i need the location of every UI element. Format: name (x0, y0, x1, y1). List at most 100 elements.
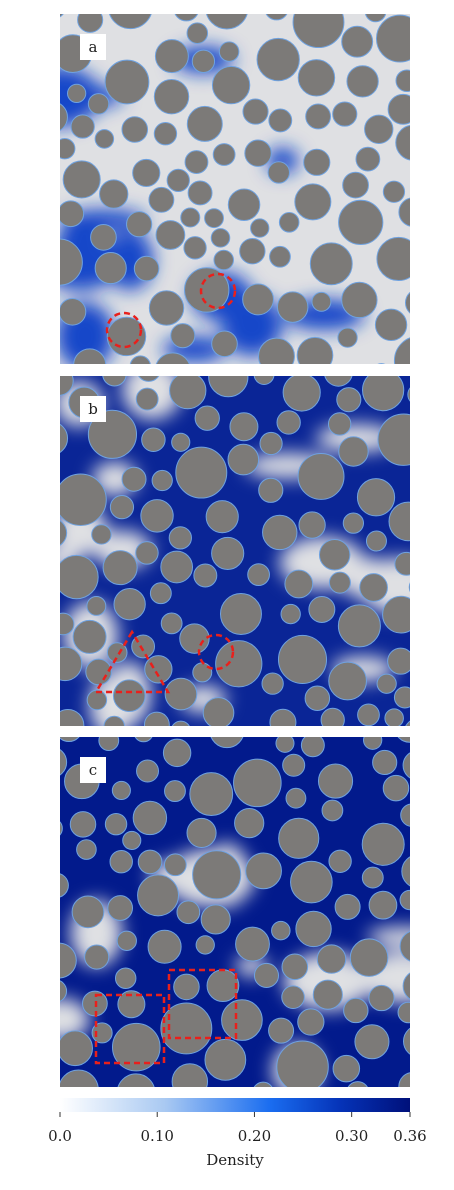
particle (60, 520, 68, 546)
particle (164, 780, 186, 803)
particle (304, 685, 331, 711)
particle (317, 763, 354, 799)
particle (324, 376, 353, 387)
particle (94, 129, 115, 149)
particle (121, 116, 149, 143)
particle (60, 737, 80, 743)
particle (328, 571, 351, 594)
particle (189, 772, 234, 816)
particle (132, 800, 168, 836)
particle (192, 662, 213, 683)
particle (276, 291, 309, 323)
particle (300, 737, 325, 758)
annotation-square (167, 968, 238, 1040)
particle (67, 83, 87, 104)
particle (408, 582, 410, 593)
particle (400, 803, 410, 827)
particle (308, 595, 336, 623)
particle (268, 1017, 295, 1044)
particle (102, 550, 138, 586)
particle (356, 478, 396, 517)
particle (140, 499, 174, 533)
particle (234, 807, 265, 839)
particle (160, 612, 183, 635)
particle (382, 180, 406, 203)
particle (85, 658, 112, 686)
particle (393, 337, 410, 364)
particle (186, 817, 217, 848)
particle (135, 387, 159, 411)
particle (388, 501, 410, 542)
particle (109, 14, 152, 30)
particle (205, 500, 239, 534)
particle (138, 376, 160, 382)
particle (91, 1022, 113, 1044)
particle (169, 376, 207, 410)
particle (106, 316, 147, 357)
particle (363, 737, 383, 750)
particle (337, 327, 358, 348)
particle (103, 715, 126, 726)
particle (106, 642, 128, 663)
particle (183, 236, 207, 260)
particle (186, 105, 223, 142)
particle (377, 413, 410, 466)
particle (387, 647, 410, 675)
annotation-circle (197, 633, 235, 671)
particle (60, 138, 76, 160)
particle (271, 920, 291, 941)
particle (376, 236, 410, 282)
particle (151, 469, 173, 492)
particle (60, 942, 77, 979)
particle (160, 1002, 213, 1055)
particle (117, 990, 146, 1019)
particle (60, 1069, 99, 1087)
particle (132, 158, 161, 188)
particle (259, 431, 283, 456)
particle (99, 179, 129, 209)
particle (349, 938, 389, 977)
particle (129, 355, 151, 364)
particle (393, 686, 410, 709)
particle (398, 1072, 410, 1087)
particle (235, 926, 270, 962)
particle (342, 171, 369, 199)
particle (171, 1063, 209, 1087)
particle (84, 944, 110, 970)
particle (239, 237, 266, 265)
particle (69, 811, 97, 838)
particle (233, 758, 282, 808)
particle (153, 78, 190, 115)
annotation-circle (105, 311, 143, 349)
particle (204, 1038, 247, 1081)
particle (111, 1022, 161, 1072)
panel (60, 14, 410, 364)
particle (136, 759, 160, 783)
particle (133, 255, 160, 282)
particle (247, 563, 270, 587)
particle (384, 708, 404, 726)
particle (60, 980, 68, 1002)
particle (341, 25, 374, 58)
particle (278, 212, 300, 233)
particle (297, 453, 345, 500)
particle (195, 935, 215, 955)
particle (404, 291, 410, 314)
particle (206, 14, 248, 30)
particle (60, 873, 69, 898)
particle (338, 199, 384, 246)
particle (98, 737, 120, 751)
particle (253, 376, 275, 385)
particle (368, 984, 395, 1012)
particle (336, 387, 362, 413)
panel-label: c (89, 761, 97, 779)
particle (361, 866, 384, 889)
particle (298, 511, 326, 539)
particle (292, 14, 345, 49)
particle (148, 186, 175, 213)
particle (362, 376, 405, 412)
particle (154, 39, 189, 74)
particle (176, 900, 201, 925)
particle (372, 749, 398, 776)
panel-label: b (88, 400, 98, 418)
